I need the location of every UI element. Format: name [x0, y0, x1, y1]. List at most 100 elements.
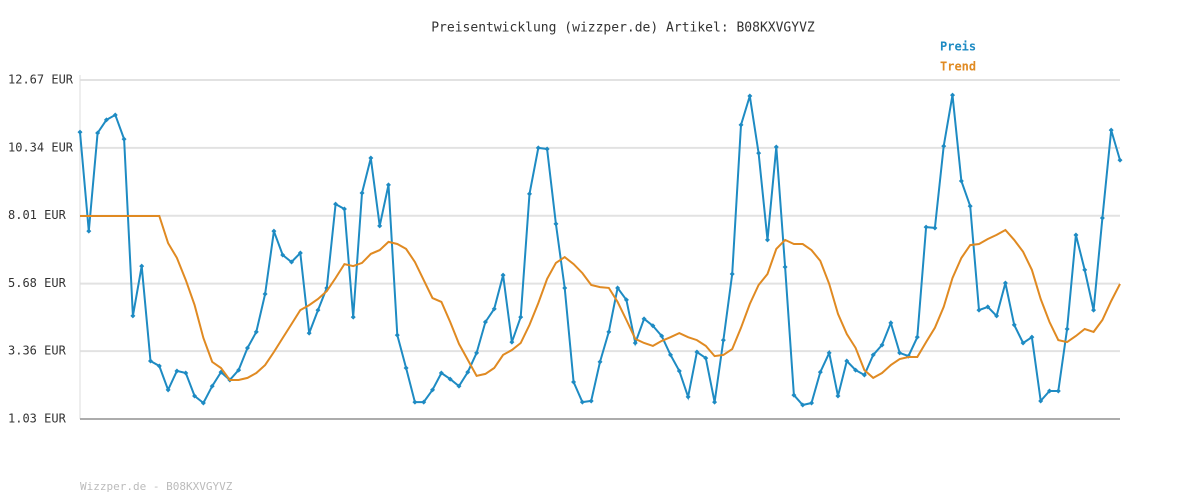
point	[306, 330, 312, 336]
point	[914, 334, 920, 340]
legend-label: Trend	[940, 60, 976, 74]
point	[615, 285, 621, 291]
point	[77, 129, 83, 135]
point	[139, 263, 145, 269]
point	[544, 146, 550, 152]
y-tick-label: 8.01 EUR	[8, 208, 67, 222]
point	[438, 370, 444, 376]
point	[747, 93, 753, 99]
point	[236, 367, 242, 373]
point	[676, 368, 682, 374]
point	[844, 358, 850, 364]
point	[562, 285, 568, 291]
point	[950, 92, 956, 98]
point	[958, 178, 964, 184]
point	[491, 306, 497, 312]
point	[650, 323, 656, 329]
point	[879, 342, 885, 348]
point	[183, 370, 189, 376]
point	[403, 365, 409, 371]
point	[606, 329, 612, 335]
series-line	[79, 94, 1121, 407]
point	[703, 355, 709, 361]
point	[571, 379, 577, 385]
point	[994, 313, 1000, 319]
point	[1020, 340, 1026, 346]
point	[165, 387, 171, 393]
point	[579, 399, 585, 405]
point	[835, 393, 841, 399]
footer: Wizzper.de - B08KXVGYVZ	[80, 480, 233, 493]
y-tick-label: 3.36 EUR	[8, 344, 67, 358]
point	[861, 372, 867, 378]
point	[280, 252, 286, 258]
point	[244, 345, 250, 351]
point	[271, 228, 277, 234]
point	[95, 130, 101, 136]
point	[262, 291, 268, 297]
point	[729, 271, 735, 277]
point	[1011, 322, 1017, 328]
point	[809, 400, 815, 406]
point	[394, 332, 400, 338]
point	[500, 272, 506, 278]
point	[897, 350, 903, 356]
point	[800, 402, 806, 408]
point	[1099, 215, 1105, 221]
point	[888, 320, 894, 326]
series-line	[80, 215, 1121, 381]
point	[932, 225, 938, 231]
point	[192, 393, 198, 399]
point	[641, 316, 647, 322]
chart-title: Preisentwicklung (wizzper.de) Artikel: B…	[431, 21, 815, 36]
point	[412, 399, 418, 405]
point	[1073, 232, 1079, 238]
point	[200, 400, 206, 406]
point	[826, 350, 832, 356]
point	[985, 304, 991, 310]
point	[1082, 267, 1088, 273]
point	[967, 203, 973, 209]
point	[148, 358, 154, 364]
point	[156, 363, 162, 369]
point	[130, 313, 136, 319]
point	[597, 359, 603, 365]
point	[253, 329, 259, 335]
point	[509, 339, 515, 345]
point	[791, 392, 797, 398]
point	[447, 376, 453, 382]
point	[1108, 127, 1114, 133]
point	[588, 398, 594, 404]
point	[782, 264, 788, 270]
point	[659, 333, 665, 339]
point	[86, 228, 92, 234]
point	[456, 383, 462, 389]
point	[421, 399, 427, 405]
y-tick-label: 12.67 EUR	[8, 73, 74, 87]
point	[553, 221, 559, 227]
point	[121, 136, 127, 142]
y-tick-label: 10.34 EUR	[8, 140, 74, 154]
y-tick-label: 1.03 EUR	[8, 412, 67, 426]
point	[685, 394, 691, 400]
point	[870, 352, 876, 358]
point	[526, 191, 532, 197]
point	[1064, 326, 1070, 332]
point	[377, 223, 383, 229]
point	[738, 122, 744, 128]
point	[764, 237, 770, 243]
point	[1038, 398, 1044, 404]
point	[535, 145, 541, 151]
point	[712, 399, 718, 405]
point	[694, 349, 700, 355]
point	[465, 369, 471, 375]
point	[474, 350, 480, 356]
point	[623, 297, 629, 303]
point	[773, 144, 779, 150]
point	[297, 250, 303, 256]
point	[209, 383, 215, 389]
point	[103, 117, 109, 123]
point	[756, 150, 762, 156]
point	[315, 307, 321, 313]
point	[385, 182, 391, 188]
